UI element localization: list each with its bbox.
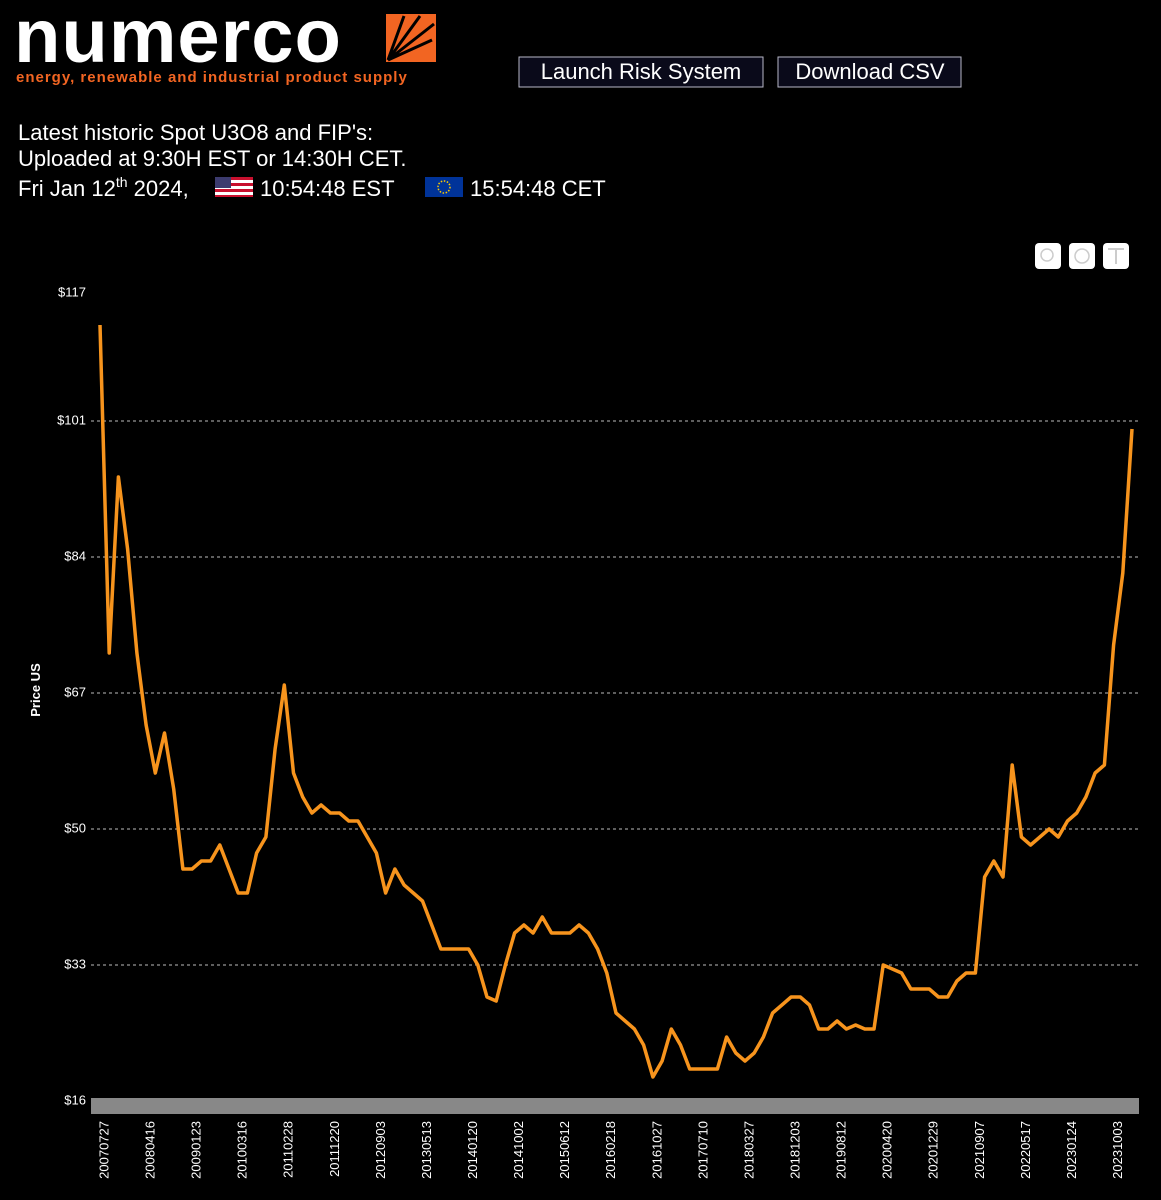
button-label[interactable]: Download CSV [795,59,945,84]
x-tick-label: 20161027 [649,1121,664,1179]
us-flag [215,177,253,197]
y-tick-label: $50 [64,820,86,835]
tagline: energy, renewable and industrial product… [16,69,408,86]
date: Fri Jan 12th 2024, [18,174,189,201]
x-tick-label: 20070727 [96,1121,111,1179]
date-sup: th [116,174,128,190]
range-bar [91,1098,1139,1114]
y-tick-label: $67 [64,684,86,699]
x-tick-label: 20120903 [373,1121,388,1179]
x-tick-label: 20130513 [419,1121,434,1179]
x-tick-label: 20090123 [189,1121,204,1179]
cet-time: 15:54:48 CET [470,176,606,201]
y-axis-label: Price US [28,663,43,717]
x-tick-label: 20181203 [788,1121,803,1179]
x-tick-label: 20160218 [603,1121,618,1179]
button[interactable] [777,56,962,88]
y-tick-label: $84 [64,548,86,563]
x-tick-label: 20110228 [281,1121,296,1178]
x-tick-label: 20200420 [880,1121,895,1179]
y-tick-label: $33 [64,956,86,971]
est-time: 10:54:48 EST [260,176,395,201]
x-tick-label: 20100316 [235,1121,250,1179]
x-tick-label: 20150612 [557,1121,572,1179]
x-tick-label: 20080416 [143,1121,158,1179]
price-line [98,324,1134,1079]
y-tick-label: $117 [58,284,86,299]
logo-icon [386,14,436,62]
x-tick-label: 20141002 [511,1121,526,1179]
date-year: 2024, [128,176,189,201]
x-tick-label: 20231003 [1110,1121,1125,1179]
reset-button[interactable] [1069,243,1095,269]
date-main: Fri Jan 12 [18,176,116,201]
info-line: Latest historic Spot U3O8 and FIP's: [18,120,373,145]
x-tick-label: 20190812 [834,1121,849,1179]
x-tick-label: 20180327 [741,1121,756,1179]
zoom-button[interactable] [1035,243,1061,269]
button-label[interactable]: Launch Risk System [541,59,742,84]
info-line: Uploaded at 9:30H EST or 14:30H CET. [18,146,406,171]
x-tick-label: 20201229 [926,1121,941,1179]
x-tick-label: 20220517 [1018,1121,1033,1179]
x-tick-label: 20210907 [972,1121,987,1179]
x-tick-label: 20230124 [1064,1121,1079,1179]
x-tick-label: 20111220 [327,1121,342,1177]
logo: numerco [14,0,342,79]
x-tick-label: 20140120 [465,1121,480,1179]
eu-flag [425,177,463,197]
x-tick-label: 20170710 [695,1121,710,1179]
toolbar[interactable] [1035,243,1129,269]
button[interactable] [518,56,764,88]
y-tick-label: $101 [57,412,86,427]
y-tick-label: $16 [64,1092,86,1107]
